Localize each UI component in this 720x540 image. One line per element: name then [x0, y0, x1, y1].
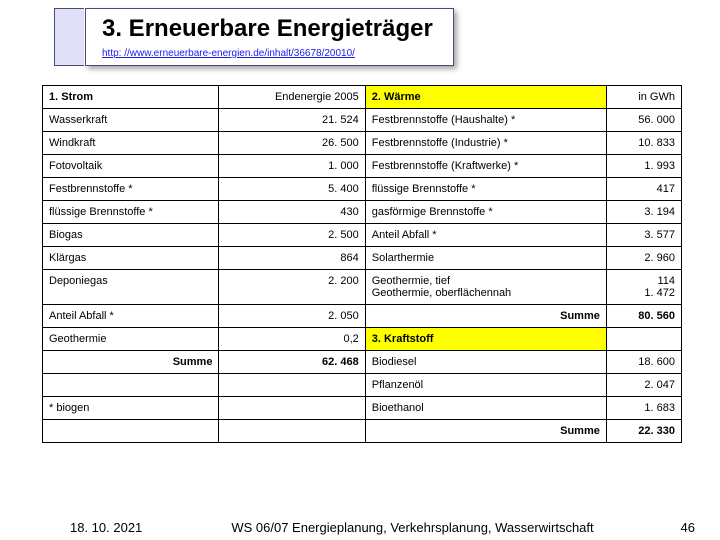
empty	[219, 397, 365, 420]
cell: Anteil Abfall *	[365, 224, 606, 247]
cell: 10. 833	[606, 132, 681, 155]
accent-bar	[54, 8, 84, 66]
cell: 0,2	[219, 328, 365, 351]
sum1-label: Summe	[43, 351, 219, 374]
empty	[606, 328, 681, 351]
cell: Festbrennstoffe (Industrie) *	[365, 132, 606, 155]
sum3-val: 22. 330	[606, 420, 681, 443]
energy-table: 1. Strom Endenergie 2005 2. Wärme in GWh…	[42, 85, 682, 443]
cell: 5. 400	[219, 178, 365, 201]
cell: Anteil Abfall *	[43, 305, 219, 328]
cell: 3. 194	[606, 201, 681, 224]
cell: 2. 960	[606, 247, 681, 270]
cell: 18. 600	[606, 351, 681, 374]
hdr-kraftstoff: 3. Kraftstoff	[365, 328, 606, 351]
hdr-endenergie: Endenergie 2005	[219, 86, 365, 109]
sum2-val: 80. 560	[606, 305, 681, 328]
cell: flüssige Brennstoffe *	[365, 178, 606, 201]
sum2-label: Summe	[365, 305, 606, 328]
cell: 1. 993	[606, 155, 681, 178]
source-link[interactable]: http: //www.erneuerbare-energien.de/inha…	[102, 48, 355, 59]
biogen-note: * biogen	[43, 397, 219, 420]
cell: Geothermie, tief Geothermie, oberflächen…	[365, 270, 606, 305]
hdr-waerme: 2. Wärme	[365, 86, 606, 109]
footer-page: 46	[635, 520, 695, 535]
cell: Biogas	[43, 224, 219, 247]
cell: Pflanzenöl	[365, 374, 606, 397]
cell: 2. 200	[219, 270, 365, 305]
cell: Wasserkraft	[43, 109, 219, 132]
cell: 56. 000	[606, 109, 681, 132]
cell: 26. 500	[219, 132, 365, 155]
cell: 3. 577	[606, 224, 681, 247]
empty	[219, 374, 365, 397]
cell: 430	[219, 201, 365, 224]
cell: gasförmige Brennstoffe *	[365, 201, 606, 224]
cell: 864	[219, 247, 365, 270]
cell: Festbrennstoffe (Haushalte) *	[365, 109, 606, 132]
cell: Geothermie	[43, 328, 219, 351]
cell: Festbrennstoffe (Kraftwerke) *	[365, 155, 606, 178]
cell: 2. 047	[606, 374, 681, 397]
hdr-unit: in GWh	[606, 86, 681, 109]
cell: 21. 524	[219, 109, 365, 132]
footer-title: WS 06/07 Energieplanung, Verkehrsplanung…	[190, 520, 635, 535]
sum1-val: 62. 468	[219, 351, 365, 374]
cell: Festbrennstoffe *	[43, 178, 219, 201]
empty	[43, 374, 219, 397]
hdr-strom: 1. Strom	[43, 86, 219, 109]
slide-title: 3. Erneuerbare Energieträger	[102, 15, 433, 43]
cell: 417	[606, 178, 681, 201]
cell: Bioethanol	[365, 397, 606, 420]
cell: 114 1. 472	[606, 270, 681, 305]
cell: 1. 683	[606, 397, 681, 420]
cell: 2. 500	[219, 224, 365, 247]
cell: Deponiegas	[43, 270, 219, 305]
empty	[43, 420, 219, 443]
cell: Klärgas	[43, 247, 219, 270]
footer-date: 18. 10. 2021	[70, 520, 190, 535]
cell: 2. 050	[219, 305, 365, 328]
cell: Windkraft	[43, 132, 219, 155]
footer: 18. 10. 2021 WS 06/07 Energieplanung, Ve…	[0, 520, 720, 535]
cell: Fotovoltaik	[43, 155, 219, 178]
empty	[219, 420, 365, 443]
cell: flüssige Brennstoffe *	[43, 201, 219, 224]
cell: 1. 000	[219, 155, 365, 178]
cell: Biodiesel	[365, 351, 606, 374]
cell: Solarthermie	[365, 247, 606, 270]
title-box: 3. Erneuerbare Energieträger http: //www…	[85, 8, 454, 66]
sum3-label: Summe	[365, 420, 606, 443]
